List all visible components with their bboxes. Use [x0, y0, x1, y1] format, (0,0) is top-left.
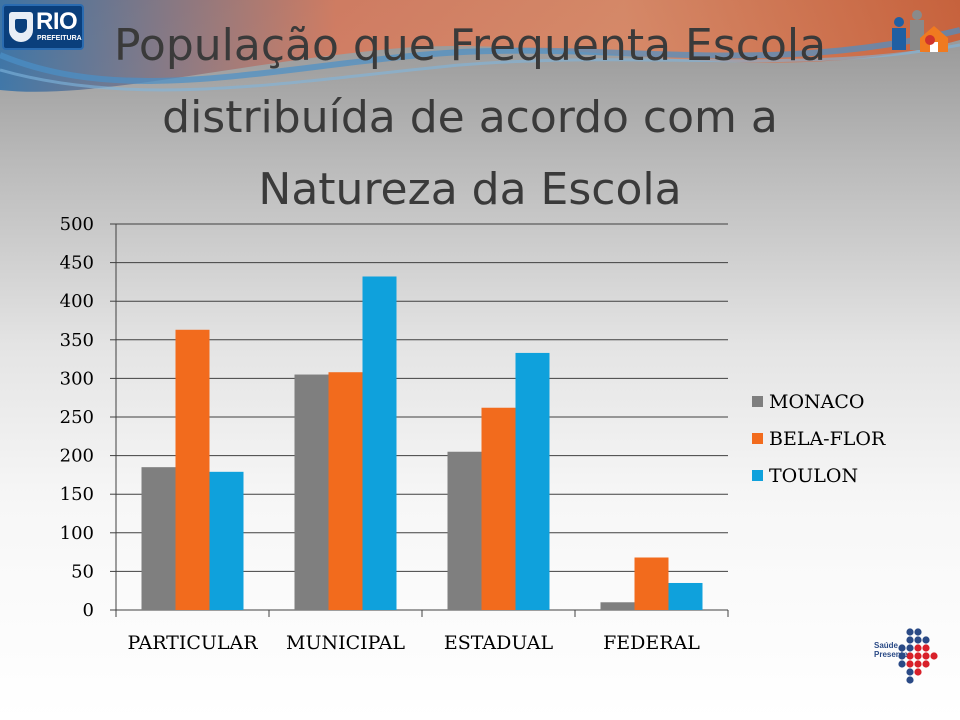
bar-monaco-municipal [294, 374, 329, 610]
legend-swatch [752, 470, 763, 481]
y-tick-label: 0 [83, 600, 94, 621]
legend-label: TOULON [769, 464, 859, 487]
bar-bela-flor-federal [634, 557, 669, 610]
logo-text: RIO [36, 8, 78, 35]
saude-presente-text: Saúde Presente [874, 641, 908, 659]
bars [141, 276, 703, 610]
slide-title: População que Frequenta Escola distribuí… [60, 10, 880, 226]
bar-toulon-municipal [362, 276, 397, 610]
bar-toulon-particular [209, 471, 244, 610]
y-tick-label: 200 [60, 446, 94, 467]
header-banner [0, 0, 960, 92]
bar-bela-flor-particular [175, 329, 210, 610]
y-tick-label: 250 [60, 407, 94, 428]
title-line-2: distribuída de acordo com a [162, 92, 778, 143]
y-tick-label: 100 [60, 523, 94, 544]
x-tick-label: ESTADUAL [444, 632, 554, 654]
x-axis-tick-labels: PARTICULAR MUNICIPAL ESTADUAL FEDERAL [127, 632, 700, 654]
rio-prefeitura-logo: RIO PREFEITURA [2, 4, 84, 50]
y-axis-tick-labels: 0 50 100 150 200 250 300 350 400 450 500 [60, 214, 94, 621]
bar-toulon-estadual [515, 352, 550, 610]
title-line-1: População que Frequenta Escola [113, 20, 827, 71]
saude-text-line-1: Saúde [874, 641, 899, 650]
y-tick-label: 300 [60, 368, 94, 389]
y-tick-label: 450 [60, 253, 94, 274]
legend-label: BELA-FLOR [769, 427, 886, 450]
y-tick-label: 350 [60, 330, 94, 351]
people-house-icon [892, 10, 948, 52]
title-line-3: Natureza da Escola [258, 164, 682, 215]
x-tick-label: MUNICIPAL [286, 632, 405, 654]
crest-icon [9, 12, 33, 42]
bar-monaco-particular [141, 467, 176, 610]
chart-legend: MONACO BELA-FLOR TOULON [752, 383, 885, 494]
bar-bela-flor-estadual [481, 407, 516, 610]
y-tick-label: 150 [60, 484, 94, 505]
legend-swatch [752, 433, 763, 444]
x-tick-label: PARTICULAR [127, 632, 258, 654]
y-tick-label: 50 [71, 561, 94, 582]
saude-text-line-2: Presente [874, 650, 908, 659]
legend-label: MONACO [769, 390, 865, 413]
legend-item: TOULON [752, 457, 885, 494]
legend-item: BELA-FLOR [752, 420, 885, 457]
y-tick-label: 500 [60, 214, 94, 235]
bar-chart: 0 50 100 150 200 250 300 350 400 450 500 PARTICULA… [60, 214, 729, 654]
legend-item: MONACO [752, 383, 885, 420]
bar-toulon-federal [668, 582, 703, 610]
x-tick-label: FEDERAL [603, 632, 700, 654]
bar-monaco-estadual [447, 451, 482, 610]
legend-swatch [752, 396, 763, 407]
saude-presente-logo [898, 628, 938, 684]
y-tick-label: 400 [60, 291, 94, 312]
logo-subtext: PREFEITURA [37, 35, 82, 42]
bar-monaco-federal [600, 602, 635, 610]
bar-bela-flor-municipal [328, 372, 363, 610]
